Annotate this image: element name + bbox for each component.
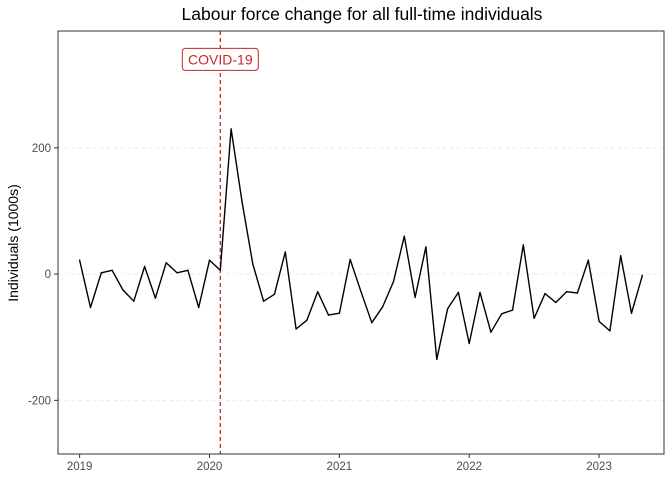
data-point (630, 312, 633, 314)
y-tick-label: -200 (28, 395, 51, 407)
data-point (165, 262, 167, 264)
data-point (89, 306, 92, 309)
x-tick-label: 2019 (67, 461, 93, 473)
x-tick-label: 2021 (327, 461, 353, 473)
data-point (522, 244, 524, 246)
data-point (306, 319, 308, 321)
data-point (122, 289, 124, 291)
data-point (143, 265, 146, 268)
data-point (284, 251, 286, 253)
data-point (78, 259, 81, 261)
data-points (78, 128, 644, 360)
data-point (598, 320, 600, 323)
data-point (533, 317, 535, 319)
data-point (555, 301, 557, 304)
data-point (230, 128, 232, 130)
data-point (414, 296, 416, 299)
data-point (154, 297, 157, 299)
data-point (198, 306, 200, 309)
data-point (501, 313, 503, 315)
data-point (317, 291, 319, 293)
data-point (641, 274, 644, 276)
data-point (425, 246, 427, 248)
annotation-label-box (181, 47, 259, 71)
data-point (587, 259, 589, 261)
plot-panel-border (57, 30, 665, 455)
data-point (219, 269, 221, 271)
gridlines (58, 147, 664, 401)
data-point (262, 300, 265, 302)
data-point (187, 269, 189, 271)
series-line (78, 128, 644, 360)
data-point (490, 331, 492, 333)
data-point (468, 342, 470, 345)
data-point (436, 358, 438, 360)
data-point (609, 330, 611, 332)
y-tick-label: 0 (45, 269, 51, 281)
y-axis-label: Individuals (1000s) (5, 184, 21, 302)
y-axis-ticks: -200 0 200 (28, 143, 58, 407)
data-point (620, 255, 622, 257)
data-point (392, 280, 395, 283)
data-point (544, 292, 546, 295)
data-point (176, 272, 178, 274)
data-point (273, 293, 276, 295)
data-point (381, 306, 384, 308)
data-point (360, 291, 362, 293)
data-point (111, 269, 113, 271)
data-point (349, 258, 351, 261)
data-point (446, 308, 449, 310)
x-axis-ticks: 2019 2020 2021 2022 2023 (67, 454, 612, 473)
x-tick-label: 2022 (456, 461, 482, 473)
data-point (511, 309, 514, 311)
data-point (479, 291, 481, 294)
data-point (241, 200, 243, 203)
data-point (208, 259, 211, 261)
data-point (338, 312, 341, 314)
data-point (565, 291, 568, 293)
chart-title: Labour force change for all full-time in… (182, 4, 543, 24)
y-tick-label: 200 (32, 143, 51, 155)
x-tick-label: 2020 (197, 461, 223, 473)
data-point (371, 322, 373, 324)
data-point (295, 328, 297, 330)
data-point (327, 314, 330, 316)
data-point (133, 300, 135, 302)
data-point (252, 263, 254, 265)
data-point (403, 235, 405, 237)
x-tick-label: 2023 (586, 461, 612, 473)
data-point (100, 272, 103, 274)
annotation-label-layer: COVID-19 (181, 47, 259, 71)
annotation-label: COVID-19 (188, 51, 253, 67)
data-point (457, 291, 460, 294)
data-point (576, 292, 579, 294)
